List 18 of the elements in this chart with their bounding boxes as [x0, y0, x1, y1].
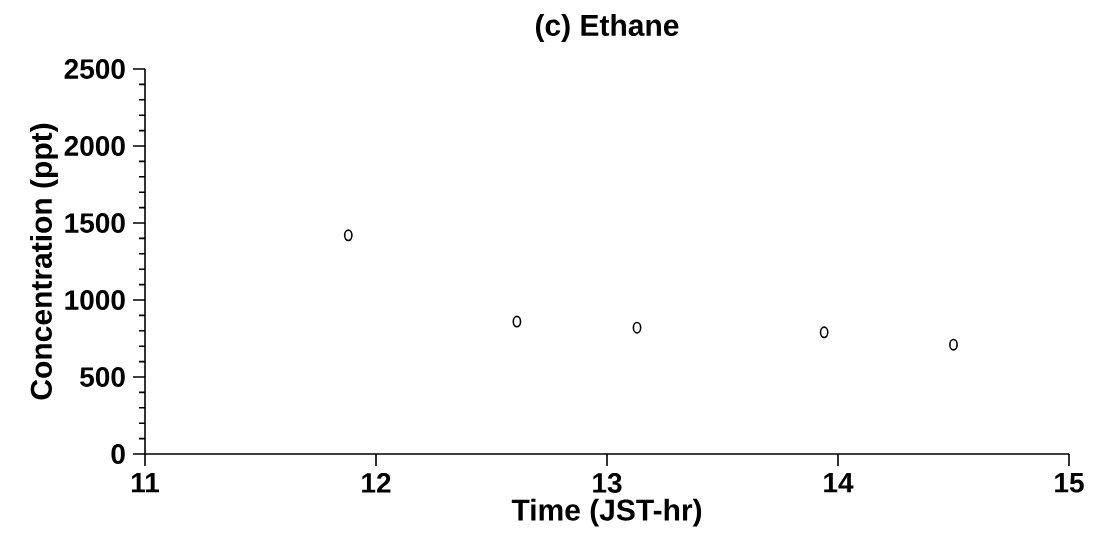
y-axis-title: Concentration (ppt) [29, 123, 58, 400]
y-tick-label: 2000 [64, 136, 125, 156]
y-tick-label: 1500 [65, 213, 125, 233]
x-tick-label: 11 [131, 473, 160, 493]
point [819, 326, 829, 339]
chart-title: (c) Ethane [536, 13, 679, 42]
y-tick-label: 500 [80, 367, 125, 387]
x-tick-label: 14 [824, 473, 854, 493]
y-tick-label: 1000 [65, 290, 125, 310]
y-tick-label: 0 [111, 444, 125, 464]
point [632, 321, 642, 334]
y-tick-label: 2500 [64, 59, 125, 79]
x-tick-label: 13 [593, 473, 622, 493]
x-tick-label: 12 [362, 473, 391, 493]
point [343, 229, 353, 242]
x-tick-label: 15 [1055, 473, 1084, 493]
point [512, 315, 522, 328]
x-axis-title: Time (JST-hr) [511, 498, 702, 527]
